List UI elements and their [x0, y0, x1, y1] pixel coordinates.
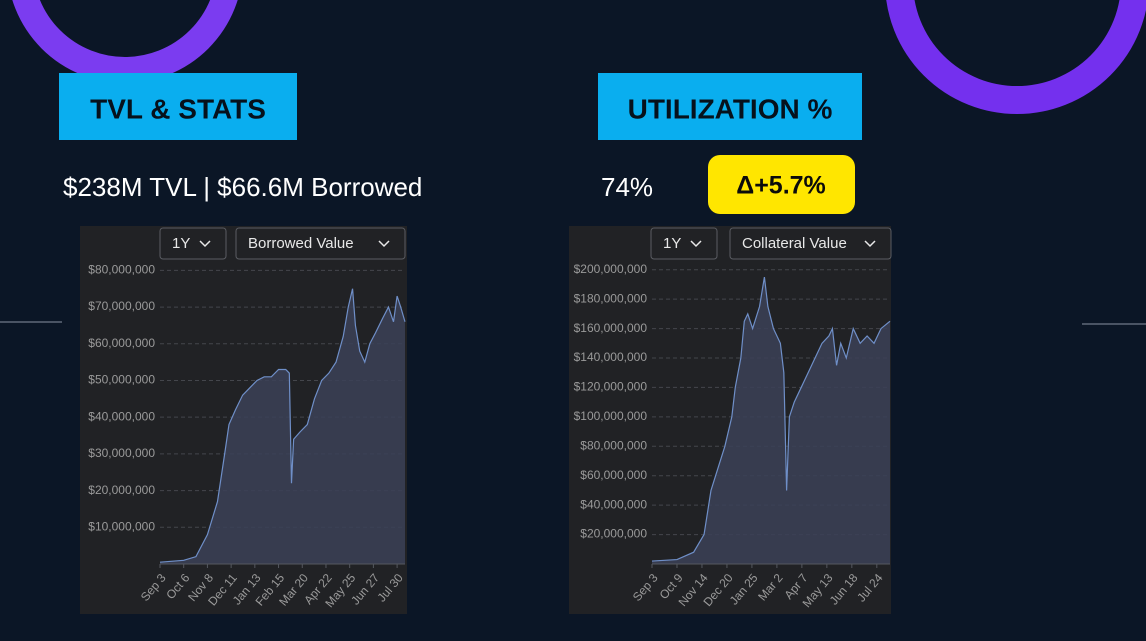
period-dropdown[interactable]	[650, 227, 718, 260]
y-tick-label: $50,000,000	[88, 373, 155, 387]
section-title: TVL & STATS	[90, 93, 266, 124]
y-tick-label: $180,000,000	[574, 291, 648, 305]
metric-label[interactable]: Borrowed Value	[248, 235, 354, 252]
y-tick-label: $140,000,000	[574, 350, 648, 364]
decor-arc	[886, 0, 1146, 114]
area-fill	[160, 288, 405, 564]
title-box	[59, 73, 297, 140]
y-tick-label: $30,000,000	[88, 446, 155, 460]
utilization-change: Δ+5.7%	[736, 172, 826, 200]
area-fill	[652, 277, 890, 564]
y-tick-label: $80,000,000	[580, 438, 647, 452]
y-tick-label: $60,000,000	[580, 468, 647, 482]
period-dropdown[interactable]	[159, 227, 227, 260]
chevron	[864, 240, 876, 248]
y-tick-label: $40,000,000	[580, 497, 647, 511]
y-tick-label: $60,000,000	[88, 336, 155, 350]
utilization-value: 74%	[601, 172, 653, 202]
area-line	[159, 288, 406, 563]
y-tick-label: $20,000,000	[580, 527, 647, 541]
y-tick-label: $10,000,000	[88, 519, 155, 533]
y-tick-label: $160,000,000	[574, 321, 648, 335]
title-box	[598, 73, 862, 140]
y-tick-label: $70,000,000	[88, 299, 155, 313]
period-label[interactable]: 1Y	[172, 235, 190, 252]
tvl-stats: $238M TVL | $66.6M Borrowed	[63, 172, 422, 202]
metric-label[interactable]: Collateral Value	[742, 235, 847, 252]
y-tick-label: $200,000,000	[574, 262, 648, 276]
metric-dropdown[interactable]	[729, 227, 892, 260]
metric-dropdown[interactable]	[235, 227, 406, 260]
y-tick-label: $120,000,000	[574, 380, 648, 394]
y-tick-label: $80,000,000	[88, 263, 155, 277]
y-tick-label: $100,000,000	[574, 409, 648, 423]
y-tick-label: $20,000,000	[88, 483, 155, 497]
change-badge	[708, 155, 855, 214]
decor-arc	[12, 0, 238, 83]
y-tick-label: $40,000,000	[88, 409, 155, 423]
period-label[interactable]: 1Y	[663, 235, 681, 252]
section-title: UTILIZATION %	[628, 93, 833, 124]
area-line	[651, 276, 891, 562]
chevron	[690, 240, 702, 248]
chevron	[378, 240, 390, 248]
chevron	[199, 240, 211, 248]
